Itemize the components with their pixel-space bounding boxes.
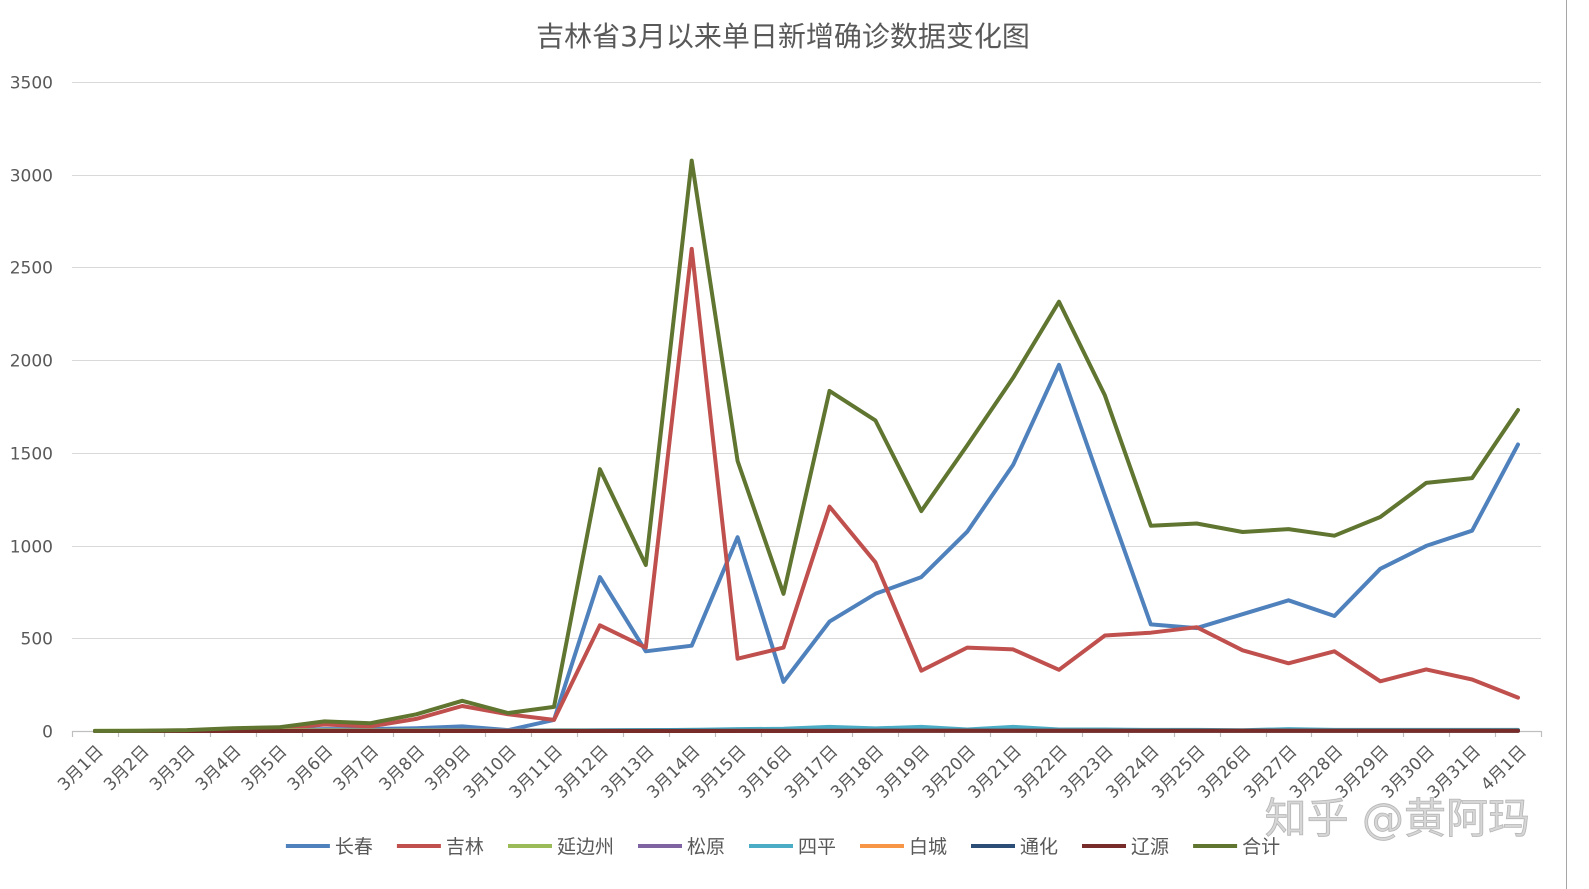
legend-item-0: 长春 bbox=[285, 836, 373, 858]
watermark: 知乎 @黄阿玛 bbox=[1265, 794, 1530, 843]
legend-label: 延边州 bbox=[557, 836, 614, 858]
series-line-1 bbox=[93, 246, 1520, 733]
legend-item-7: 辽源 bbox=[1082, 836, 1169, 858]
legend-label: 辽源 bbox=[1131, 836, 1169, 858]
y-tick-label: 2500 bbox=[10, 259, 53, 279]
legend-label: 吉林 bbox=[446, 836, 484, 858]
legend-label: 通化 bbox=[1020, 836, 1058, 858]
y-tick-label: 3000 bbox=[10, 167, 53, 187]
y-tick-label: 1000 bbox=[10, 538, 53, 558]
y-tick-label: 3500 bbox=[10, 74, 53, 94]
legend-item-8: 合计 bbox=[1193, 836, 1280, 858]
legend-item-4: 四平 bbox=[749, 836, 836, 858]
legend-label: 四平 bbox=[798, 836, 836, 858]
y-tick-label: 2000 bbox=[10, 352, 53, 372]
legend-label: 松原 bbox=[687, 836, 725, 858]
chart-title: 吉林省3月以来单日新增确诊数据变化图 bbox=[536, 20, 1030, 53]
series-line-8 bbox=[93, 158, 1520, 733]
y-tick-label: 1500 bbox=[10, 445, 53, 465]
legend: 长春 吉林 延边州 松原 四平 白城 通化 辽源 合计 bbox=[285, 836, 1280, 858]
legend-item-1: 吉林 bbox=[396, 836, 484, 858]
legend-label: 合计 bbox=[1242, 836, 1280, 858]
y-axis: 0 500 1000 1500 2000 2500 3000 3500 bbox=[10, 74, 53, 743]
legend-label: 长春 bbox=[335, 836, 373, 858]
legend-label: 白城 bbox=[909, 836, 947, 858]
legend-item-5: 白城 bbox=[860, 836, 947, 858]
plot-area bbox=[93, 158, 1520, 733]
legend-item-3: 松原 bbox=[638, 836, 725, 858]
legend-item-6: 通化 bbox=[971, 836, 1058, 858]
legend-item-2: 延边州 bbox=[508, 836, 614, 858]
y-tick-label: 500 bbox=[21, 630, 53, 650]
gridlines bbox=[72, 82, 1541, 639]
y-tick-label: 0 bbox=[42, 723, 53, 743]
